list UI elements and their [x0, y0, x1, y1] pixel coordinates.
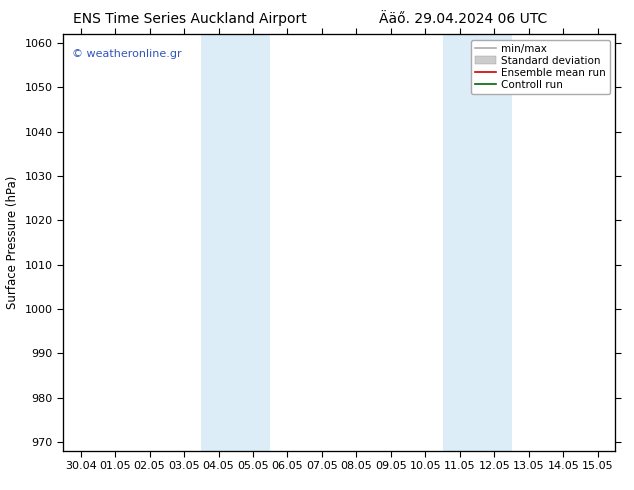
Bar	[443, 34, 512, 451]
Legend: min/max, Standard deviation, Ensemble mean run, Controll run: min/max, Standard deviation, Ensemble me…	[470, 40, 610, 94]
Text: © weatheronline.gr: © weatheronline.gr	[72, 49, 181, 59]
Y-axis label: Surface Pressure (hPa): Surface Pressure (hPa)	[6, 176, 19, 309]
Text: ENS Time Series Auckland Airport: ENS Time Series Auckland Airport	[74, 12, 307, 26]
Text: Ääő. 29.04.2024 06 UTC: Ääő. 29.04.2024 06 UTC	[378, 12, 547, 26]
Bar	[202, 34, 270, 451]
